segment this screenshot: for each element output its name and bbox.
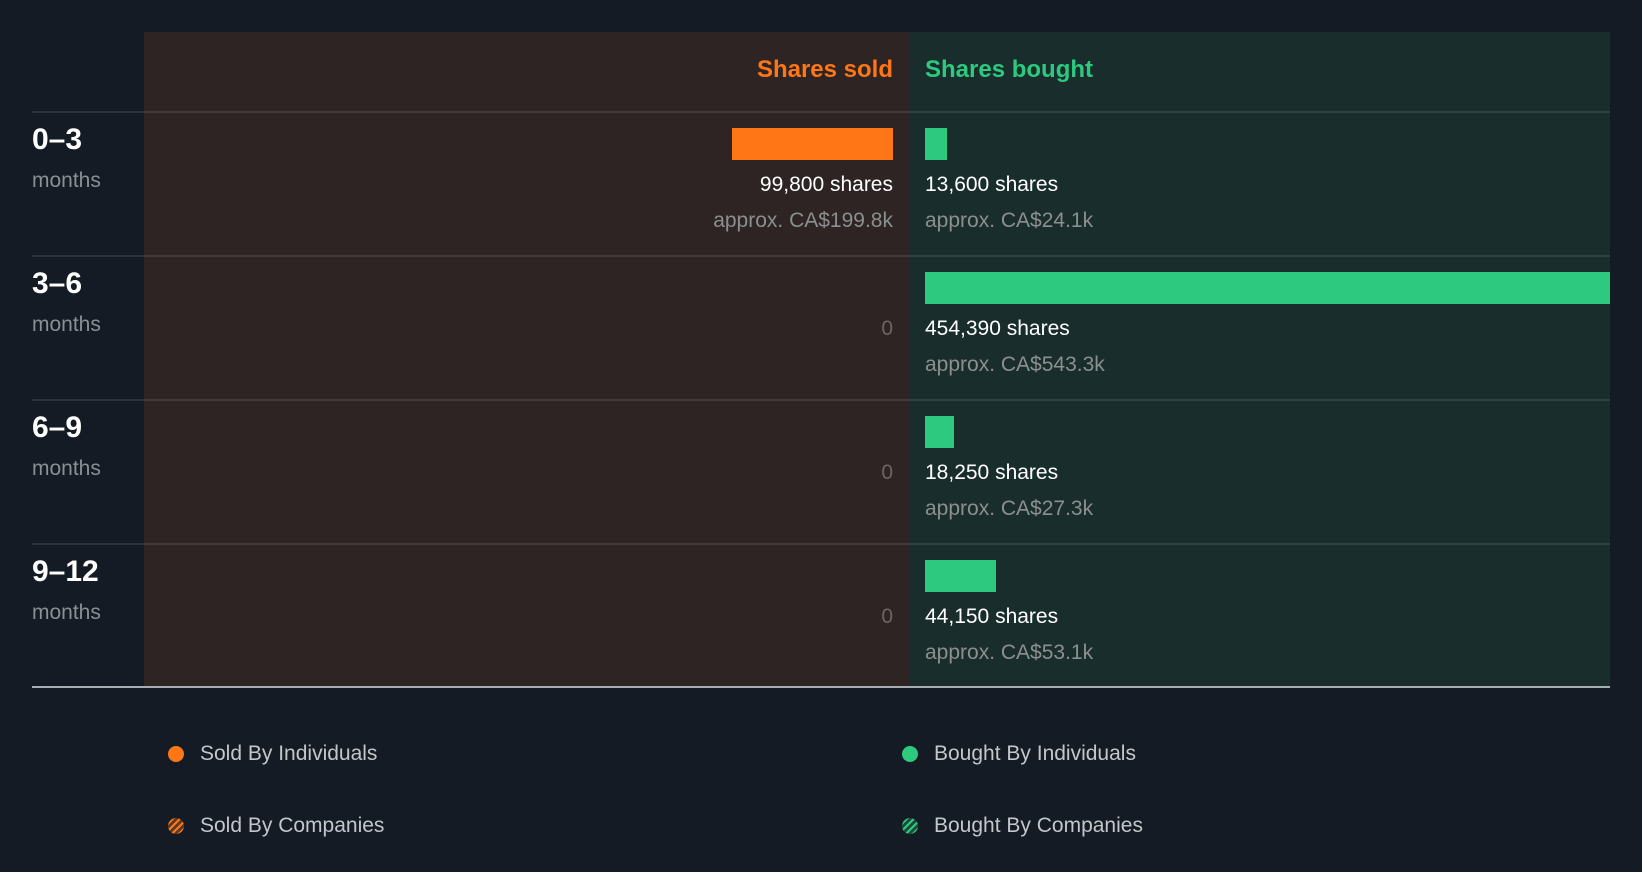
bought-value: approx. CA$543.3k bbox=[925, 353, 1105, 376]
bought-value: approx. CA$27.3k bbox=[925, 497, 1094, 520]
row-3-6-months: 3–6 months 0 454,390 shares approx. CA$5… bbox=[0, 256, 1642, 400]
sold-value: approx. CA$199.8k bbox=[713, 209, 893, 232]
legend-label: Bought By Individuals bbox=[934, 742, 1136, 765]
sold-zero: 0 bbox=[881, 461, 893, 484]
shares-bought-header: Shares bought bbox=[925, 56, 1094, 83]
bought-bar[interactable] bbox=[925, 560, 996, 592]
range-label: 6–9 bbox=[32, 411, 83, 444]
row-6-9-months: 6–9 months 0 18,250 shares approx. CA$27… bbox=[0, 400, 1642, 544]
green-dot-icon bbox=[902, 746, 918, 762]
legend-bought-individuals[interactable]: Bought By Individuals bbox=[902, 741, 1136, 767]
range-unit: months bbox=[32, 457, 101, 480]
shares-sold-header: Shares sold bbox=[756, 56, 893, 83]
bought-bar[interactable] bbox=[925, 272, 1610, 304]
bought-value: approx. CA$53.1k bbox=[925, 641, 1094, 664]
sold-zero: 0 bbox=[881, 317, 893, 340]
range-label: 3–6 bbox=[32, 267, 83, 300]
sold-bar[interactable] bbox=[732, 128, 893, 160]
range-label: 9–12 bbox=[32, 555, 99, 588]
range-unit: months bbox=[32, 169, 101, 192]
axis-baseline bbox=[32, 686, 1610, 688]
legend-sold-companies[interactable]: Sold By Companies bbox=[168, 813, 384, 839]
bought-bar[interactable] bbox=[925, 128, 947, 160]
bought-shares: 18,250 shares bbox=[925, 461, 1059, 484]
legend-label: Sold By Individuals bbox=[200, 742, 378, 765]
bought-shares: 13,600 shares bbox=[925, 173, 1059, 196]
legend-sold-individuals[interactable]: Sold By Individuals bbox=[168, 741, 377, 767]
legend-label: Sold By Companies bbox=[200, 814, 385, 837]
shares-bought-panel bbox=[909, 32, 1610, 687]
green-striped-dot-icon bbox=[902, 818, 918, 834]
bought-shares: 44,150 shares bbox=[925, 605, 1059, 628]
divider bbox=[32, 399, 1610, 401]
divider bbox=[32, 255, 1610, 257]
legend-label: Bought By Companies bbox=[934, 814, 1143, 837]
bought-value: approx. CA$24.1k bbox=[925, 209, 1094, 232]
row-9-12-months: 9–12 months 0 44,150 shares approx. CA$5… bbox=[0, 544, 1642, 688]
range-label: 0–3 bbox=[32, 123, 83, 156]
row-0-3-months: 0–3 months 99,800 shares approx. CA$199.… bbox=[0, 112, 1642, 256]
range-unit: months bbox=[32, 601, 101, 624]
orange-striped-dot-icon bbox=[168, 818, 184, 834]
sold-zero: 0 bbox=[881, 605, 893, 628]
legend-bought-companies[interactable]: Bought By Companies bbox=[902, 813, 1143, 839]
bought-shares: 454,390 shares bbox=[925, 317, 1070, 340]
divider bbox=[32, 543, 1610, 545]
divider bbox=[32, 111, 1610, 113]
range-unit: months bbox=[32, 313, 101, 336]
bought-bar[interactable] bbox=[925, 416, 954, 448]
orange-dot-icon bbox=[168, 746, 184, 762]
sold-shares: 99,800 shares bbox=[759, 173, 893, 196]
